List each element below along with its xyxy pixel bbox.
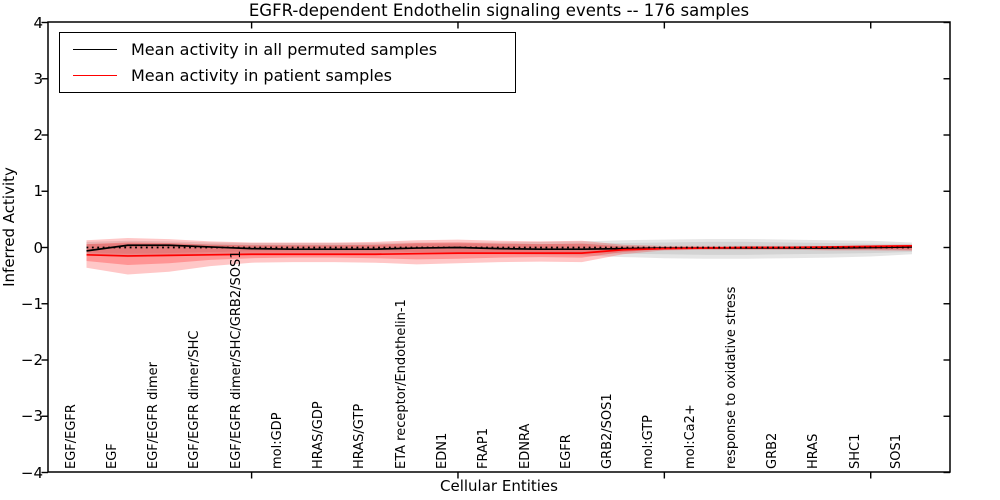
y-tick-label: 2 <box>33 126 43 144</box>
x-category-label: response to oxidative stress <box>723 286 739 469</box>
x-category-label: SHC1 <box>847 433 863 469</box>
x-category-label: ETA receptor/Endothelin-1 <box>393 299 409 469</box>
x-category-label: EGF/EGFR dimer <box>146 362 162 469</box>
chart-title: EGFR-dependent Endothelin signaling even… <box>248 1 750 20</box>
x-axis-label: Cellular Entities <box>440 477 558 495</box>
x-category-label: EGF/EGFR dimer/SHC <box>187 330 203 469</box>
y-tick-label: 4 <box>33 13 43 32</box>
patient-mean-line <box>86 244 913 257</box>
y-tick-label: −3 <box>20 407 43 426</box>
y-tick-label: −1 <box>20 294 43 313</box>
x-category-label: GRB2/SOS1 <box>600 393 616 469</box>
x-category-label: HRAS/GDP <box>311 401 327 469</box>
x-category-label: HRAS <box>806 433 822 469</box>
y-tick-label: −2 <box>20 351 43 369</box>
legend-entry-permuted: Mean activity in all permuted samples <box>73 40 515 59</box>
x-category-label: SOS1 <box>889 433 904 469</box>
x-category-label: mol:GTP <box>641 415 657 469</box>
x-category-label: mol:GDP <box>269 412 285 469</box>
y-tick-label: 0 <box>33 238 43 257</box>
legend-label-permuted: Mean activity in all permuted samples <box>131 40 438 59</box>
x-category-label: EGF/EGFR dimer/SHC/GRB2/SOS1 <box>228 250 244 470</box>
x-category-label: HRAS/GTP <box>352 403 368 469</box>
x-category-label: mol:Ca2+ <box>682 404 698 469</box>
legend-line-permuted-icon <box>73 49 117 50</box>
legend: Mean activity in all permuted samples Me… <box>59 32 516 93</box>
x-category-label: EGFR <box>558 434 574 469</box>
y-tick-label: 3 <box>33 69 43 88</box>
legend-line-patient-icon <box>73 75 117 76</box>
legend-label-patient: Mean activity in patient samples <box>131 66 392 85</box>
y-tick-label: −4 <box>20 463 43 482</box>
x-category-label: EGF <box>104 443 120 469</box>
x-category-label: EDNRA <box>517 423 533 469</box>
legend-entry-patient: Mean activity in patient samples <box>73 66 515 85</box>
y-tick-label: 1 <box>33 182 43 201</box>
x-category-label: EGF/EGFR <box>63 404 79 469</box>
x-category-label: GRB2 <box>765 432 781 469</box>
x-category-label: EDN1 <box>434 432 450 469</box>
x-category-label: FRAP1 <box>476 428 492 469</box>
